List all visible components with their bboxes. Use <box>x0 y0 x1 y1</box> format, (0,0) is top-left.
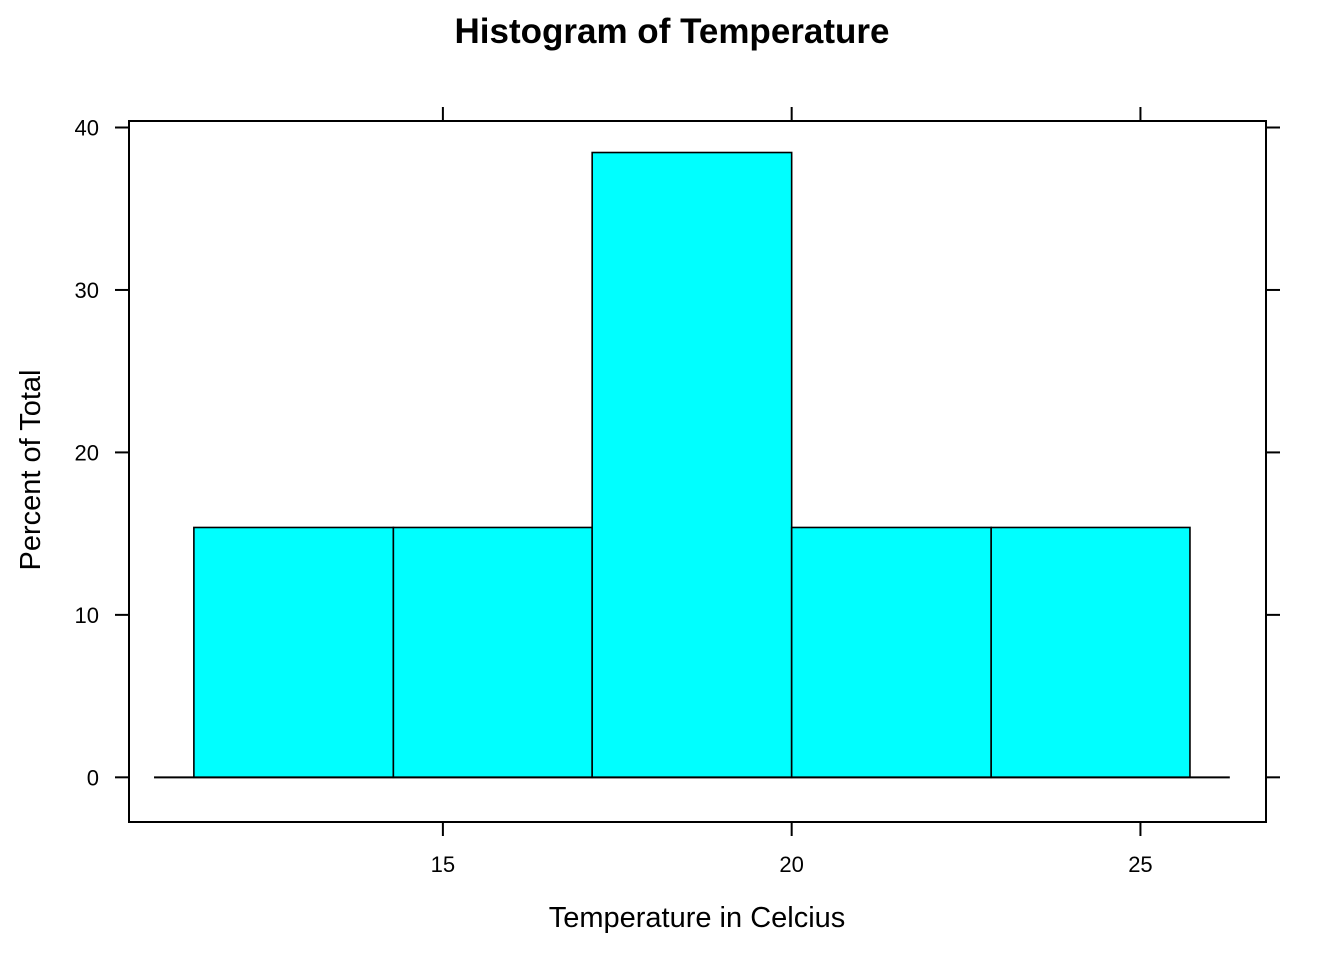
x-tick-label: 15 <box>431 852 455 877</box>
y-tick-label: 20 <box>75 440 99 465</box>
chart-title: Histogram of Temperature <box>455 12 890 51</box>
y-tick-label: 0 <box>87 765 99 790</box>
histogram-bar <box>990 526 1191 779</box>
y-tick-label: 30 <box>75 278 99 303</box>
bars-group <box>193 151 1191 779</box>
x-tick-label: 20 <box>779 852 803 877</box>
histogram-bar <box>591 151 793 779</box>
histogram-bar <box>193 526 395 779</box>
plot-frame <box>128 120 1267 823</box>
histogram-bar <box>392 526 593 779</box>
histogram-bar <box>790 526 992 779</box>
x-axis-label: Temperature in Celcius <box>549 902 846 934</box>
x-tick-label: 25 <box>1128 852 1152 877</box>
y-tick-label: 10 <box>75 603 99 628</box>
ticks-group: 15 20 25 0 10 20 30 40 <box>75 107 1280 877</box>
y-axis-label: Percent of Total <box>15 370 47 571</box>
y-tick-label: 40 <box>75 115 99 140</box>
